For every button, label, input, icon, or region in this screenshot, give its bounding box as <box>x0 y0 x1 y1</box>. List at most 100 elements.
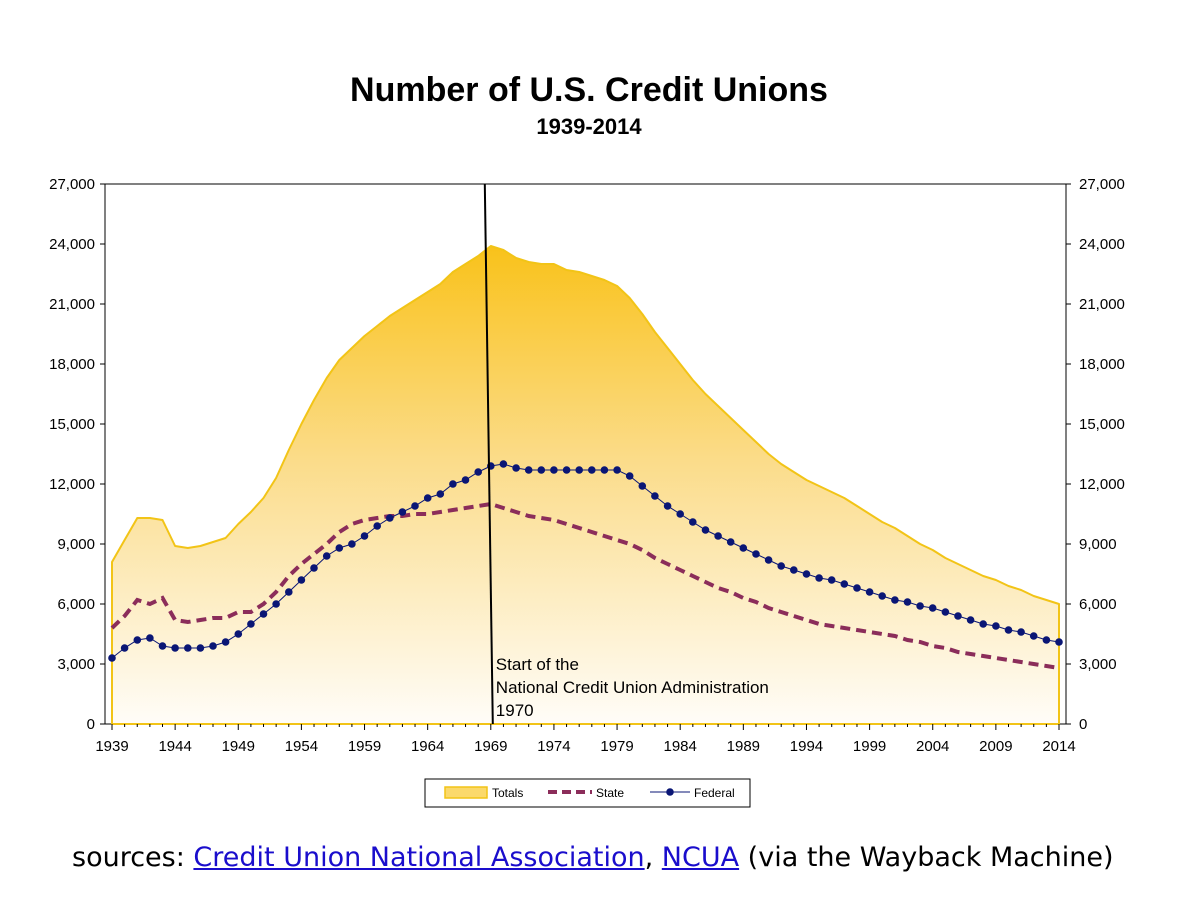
federal-point-1986 <box>701 526 710 534</box>
y-tick-label-right: 0 <box>1079 716 1087 733</box>
x-tick-label: 1944 <box>158 738 191 755</box>
federal-point-1947 <box>209 642 217 650</box>
annotation-line-3: 1970 <box>496 701 534 720</box>
cuna-link[interactable]: Credit Union National Association <box>193 842 645 873</box>
federal-point-1953 <box>285 588 293 596</box>
y-tick-label-left: 15,000 <box>49 416 95 433</box>
federal-point-1982 <box>651 492 659 500</box>
x-tick-label: 1954 <box>285 738 318 755</box>
x-tick-label: 1949 <box>222 738 255 755</box>
x-tick-label: 1999 <box>853 738 886 755</box>
legend-federal-marker <box>666 788 674 796</box>
federal-point-1946 <box>196 644 205 652</box>
federal-point-1974 <box>550 466 558 474</box>
federal-point-1945 <box>184 644 192 652</box>
x-tick-label: 1994 <box>790 738 823 755</box>
y-axis-left: 0 3,000 6,000 9,000 12,000 15,000 18,000 21,000… <box>49 176 105 733</box>
legend-state-label: State <box>596 786 624 800</box>
y-tick-label-left: 24,000 <box>49 236 95 253</box>
y-tick-label-right: 27,000 <box>1079 176 1125 193</box>
legend-totals-label: Totals <box>492 786 523 800</box>
federal-point-1999 <box>865 588 874 596</box>
federal-point-2007 <box>966 616 975 624</box>
y-tick-label-right: 3,000 <box>1079 656 1117 673</box>
federal-point-1998 <box>853 584 861 592</box>
federal-point-2004 <box>928 604 937 612</box>
federal-point-1970 <box>499 460 508 468</box>
federal-point-1951 <box>259 610 268 618</box>
federal-point-1980 <box>625 472 634 480</box>
legend-totals-swatch <box>444 786 488 799</box>
federal-point-2009 <box>992 622 1000 630</box>
federal-point-1959 <box>360 532 369 540</box>
federal-point-1963 <box>411 502 419 510</box>
federal-point-1988 <box>726 538 735 546</box>
annotation-line-1: Start of the <box>496 655 579 674</box>
federal-point-2010 <box>1004 626 1013 634</box>
federal-point-1987 <box>714 532 722 540</box>
federal-point-1956 <box>322 552 331 560</box>
federal-point-1954 <box>297 576 306 584</box>
federal-point-1983 <box>663 502 672 510</box>
federal-point-2005 <box>941 608 950 616</box>
federal-point-1971 <box>512 464 520 472</box>
federal-point-1990 <box>752 550 760 558</box>
x-tick-label: 1979 <box>600 738 633 755</box>
federal-point-1949 <box>234 630 243 638</box>
federal-point-1985 <box>689 518 697 526</box>
y-tick-label-left: 12,000 <box>49 476 95 493</box>
federal-point-1942 <box>146 634 154 642</box>
federal-point-1952 <box>272 600 280 608</box>
x-tick-label: 2004 <box>916 738 949 755</box>
y-tick-label-left: 18,000 <box>49 356 95 373</box>
x-tick-label: 1984 <box>664 738 697 755</box>
y-tick-label-right: 21,000 <box>1079 296 1125 313</box>
y-tick-label-left: 21,000 <box>49 296 95 313</box>
x-tick-label: 1964 <box>411 738 444 755</box>
federal-point-2000 <box>878 592 886 600</box>
federal-point-1955 <box>310 564 318 572</box>
federal-point-1940 <box>120 644 129 652</box>
y-tick-label-left: 27,000 <box>49 176 95 193</box>
y-tick-label-right: 6,000 <box>1079 596 1117 613</box>
annotation-line-2: National Credit Union Administration <box>496 678 769 697</box>
y-tick-label-left: 0 <box>87 716 95 733</box>
y-tick-label-right: 12,000 <box>1079 476 1125 493</box>
federal-point-2013 <box>1042 636 1051 644</box>
federal-point-1948 <box>221 638 230 646</box>
federal-point-2008 <box>979 620 987 628</box>
x-tick-label: 1989 <box>727 738 760 755</box>
federal-point-1984 <box>676 510 684 518</box>
federal-point-1973 <box>537 466 546 474</box>
totals-area <box>111 245 1060 725</box>
x-tick-label: 1969 <box>474 738 507 755</box>
federal-point-1965 <box>436 490 445 498</box>
federal-point-1989 <box>739 544 748 552</box>
y-axis-right: 0 3,000 6,000 9,000 12,000 15,000 18,000 21,000… <box>1066 176 1125 733</box>
federal-point-2014 <box>1055 638 1063 646</box>
federal-point-1981 <box>638 482 647 490</box>
federal-point-1995 <box>815 574 823 582</box>
federal-point-1979 <box>613 466 621 474</box>
federal-point-1957 <box>335 544 344 552</box>
federal-point-1961 <box>386 514 394 522</box>
y-tick-label-left: 6,000 <box>57 596 95 613</box>
federal-point-1975 <box>562 466 571 474</box>
ncua-start-marker-line <box>483 183 494 725</box>
federal-point-1967 <box>461 476 470 484</box>
x-tick-label: 1974 <box>537 738 570 755</box>
federal-point-1978 <box>600 466 609 474</box>
federal-point-1943 <box>158 642 167 650</box>
federal-point-1950 <box>247 620 255 628</box>
federal-point-1976 <box>575 466 583 474</box>
federal-point-1960 <box>373 522 382 530</box>
chart-title: Number of U.S. Credit Unions <box>350 71 828 109</box>
sources-separator: , <box>644 842 662 873</box>
federal-point-1991 <box>764 556 773 564</box>
ncua-link[interactable]: NCUA <box>661 842 740 873</box>
sources-suffix: (via the Wayback Machine) <box>739 842 1114 873</box>
sources-note: sources: Credit Union National Associati… <box>72 842 1114 873</box>
federal-point-1993 <box>790 566 798 574</box>
y-tick-label-left: 3,000 <box>57 656 95 673</box>
